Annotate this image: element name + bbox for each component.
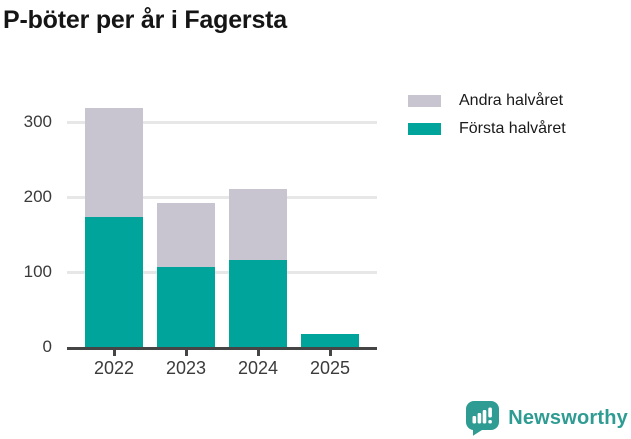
bar-andra-2023	[157, 203, 215, 267]
legend-label: Andra halvåret	[459, 91, 564, 109]
bar-andra-2022	[85, 107, 143, 218]
gridline-300	[67, 120, 377, 124]
x-tick-mark	[184, 349, 188, 356]
legend-item-forsta: Första halvåret	[408, 118, 566, 139]
legend-label: Första halvåret	[459, 119, 566, 137]
newsworthy-logo[interactable]: Newsworthy	[466, 401, 628, 436]
legend-swatch-forsta	[408, 122, 441, 135]
newsworthy-logo-icon	[466, 401, 500, 436]
y-tick-label: 0	[42, 337, 52, 356]
y-tick-label: 100	[23, 262, 52, 281]
bar-forsta-2024	[229, 260, 287, 347]
bar-forsta-2025	[301, 334, 359, 347]
x-axis-line	[67, 346, 377, 350]
legend-item-andra: Andra halvåret	[408, 90, 566, 111]
bar-forsta-2022	[85, 217, 143, 347]
x-tick-mark	[256, 349, 260, 356]
gridline-200	[67, 195, 377, 199]
bar-andra-2024	[229, 188, 287, 260]
bar-forsta-2023	[157, 266, 215, 347]
y-tick-label: 200	[23, 187, 52, 206]
x-tick-label: 2024	[237, 358, 279, 378]
gridline-100	[67, 270, 377, 274]
newsworthy-logo-text: Newsworthy	[508, 407, 628, 429]
chart-title: P-böter per år i Fagersta	[3, 6, 287, 34]
x-tick-mark	[112, 349, 116, 356]
legend-swatch-andra	[408, 94, 441, 107]
y-tick-label: 300	[23, 112, 52, 131]
x-tick-label: 2023	[165, 358, 207, 378]
legend: Andra halvåret Första halvåret	[408, 90, 566, 139]
x-tick-label: 2025	[309, 358, 351, 378]
x-tick-label: 2022	[93, 358, 135, 378]
x-tick-mark	[328, 349, 332, 356]
